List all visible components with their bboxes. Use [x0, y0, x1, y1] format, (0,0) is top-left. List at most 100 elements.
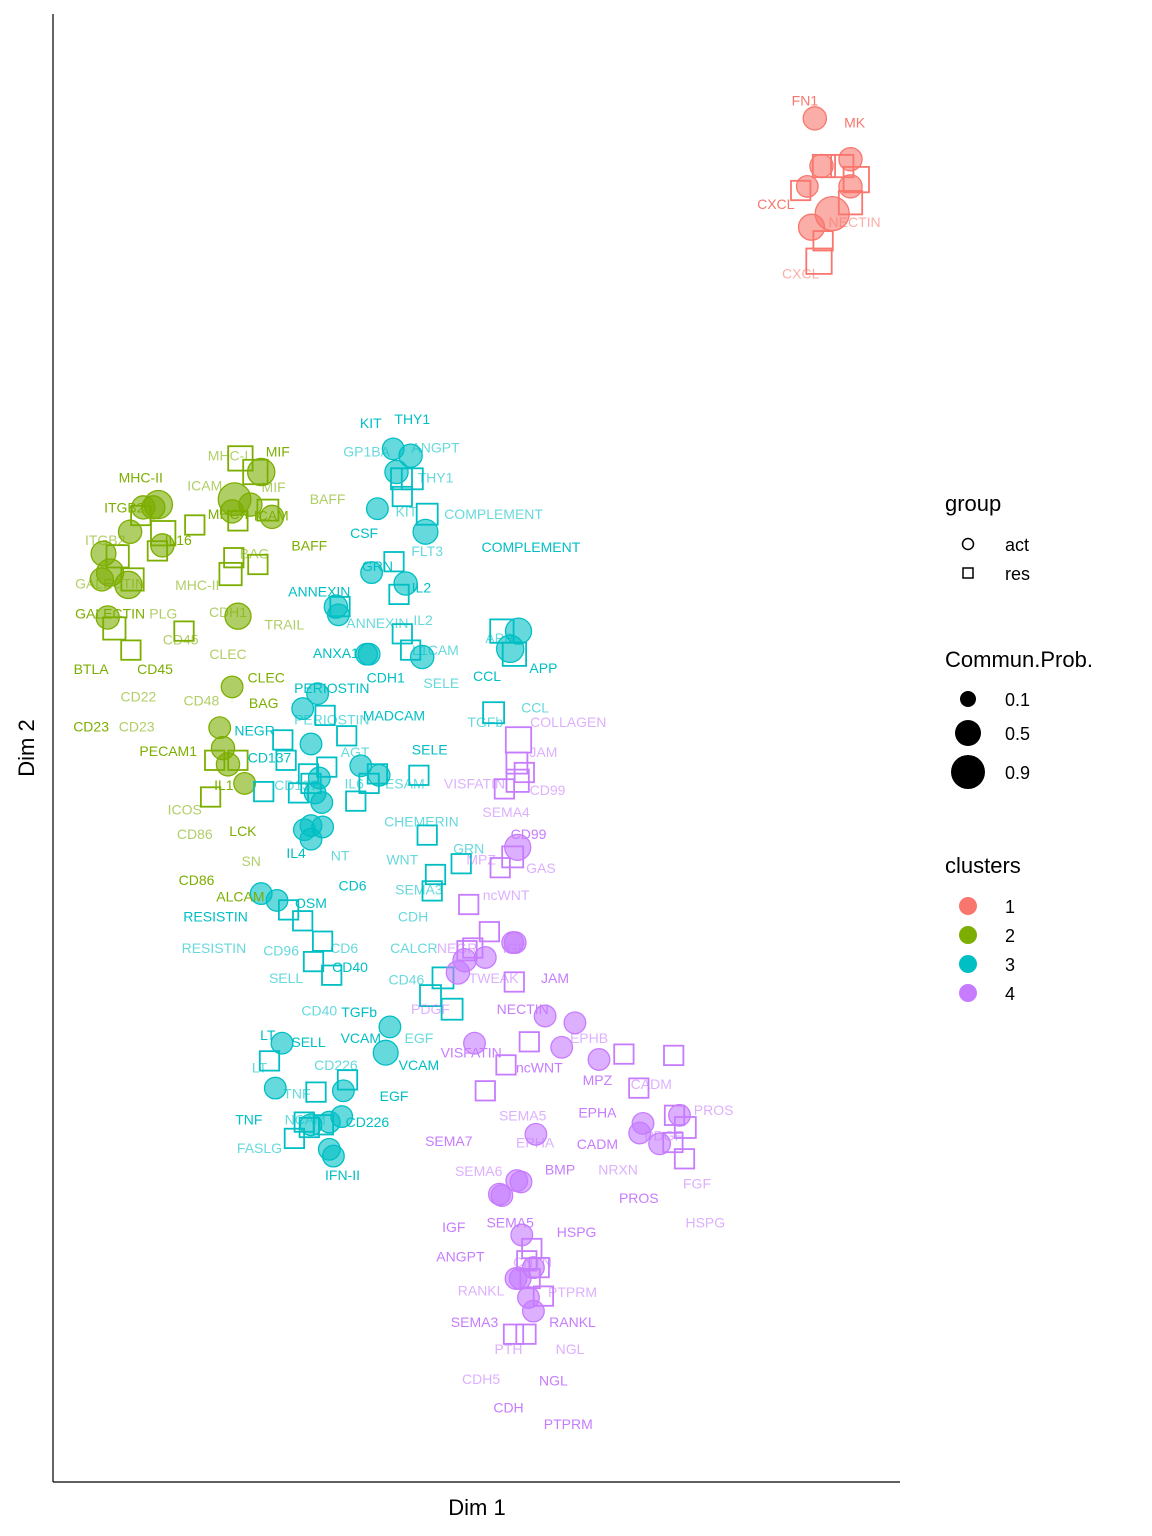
point-label: GP1BA: [343, 444, 390, 460]
point-label: MK: [844, 115, 866, 131]
scatter-point-cluster-1-act: [797, 213, 826, 241]
legend-cluster-1-label: 1: [1005, 897, 1015, 917]
legend-res-label: res: [1005, 564, 1030, 584]
point-label: SEMA4: [482, 804, 530, 820]
scatter-point-cluster-3-act: [409, 644, 435, 670]
point-label: CNTN: [513, 1254, 552, 1270]
point-label: ITGB2: [85, 532, 126, 548]
point-label: EGF: [380, 1088, 409, 1104]
point-label: IL6: [344, 775, 364, 791]
point-label: VCAM: [399, 1057, 439, 1073]
scatter-point-cluster-4-act: [509, 1170, 533, 1194]
point-label: CLEC: [248, 669, 285, 685]
scatter-point-cluster-4-act: [445, 960, 471, 985]
scatter-point-cluster-4-res: [504, 726, 533, 754]
scatter-point-cluster-3-res: [311, 930, 334, 952]
scatter-point-cluster-1-act: [838, 146, 863, 172]
point-label: PTPRM: [544, 1416, 593, 1432]
scatter-point-cluster-4-res: [518, 1031, 540, 1053]
y-axis-title: Dim 2: [14, 719, 39, 776]
point-label: FN1: [792, 93, 819, 109]
scatter-point-cluster-4-res: [489, 857, 511, 879]
point-label: ANGPT: [411, 440, 460, 456]
point-label: TGFb: [467, 714, 503, 730]
point-label: BTLA: [74, 661, 110, 677]
legend-act-label: act: [1005, 535, 1029, 555]
point-label: CD40: [332, 959, 368, 975]
point-label: BAG: [240, 546, 270, 562]
point-label: VCAM: [341, 1030, 381, 1046]
scatter-point-cluster-4-act: [533, 1004, 557, 1028]
point-label: CD99: [511, 826, 547, 842]
scatter-point-cluster-3-act: [398, 443, 423, 468]
scatter-point-cluster-3-res: [416, 824, 438, 846]
point-label: CD137: [248, 750, 292, 766]
scatter-point-cluster-3-res: [287, 782, 310, 804]
point-label: MHC-II: [119, 469, 163, 485]
point-label: PROS: [694, 1102, 734, 1118]
scatter-point-cluster-3-res: [283, 1127, 306, 1149]
scatter-point-cluster-2-act: [224, 602, 252, 630]
scatter-point-cluster-3-act: [372, 1039, 399, 1066]
point-label: CHEMERIN: [384, 814, 459, 830]
point-label: FASLG: [237, 1140, 282, 1156]
point-label: L1CAM: [412, 642, 459, 658]
point-label: SELE: [423, 675, 459, 691]
scatter-point-cluster-3-act: [270, 1031, 294, 1055]
scatter-point-cluster-1-res: [790, 179, 812, 202]
scatter-point-cluster-3-res: [316, 756, 338, 778]
point-label: NEGR: [437, 940, 477, 956]
scatter-point-cluster-3-act: [306, 682, 330, 706]
scatter-point-cluster-3-res: [391, 485, 413, 508]
scatter-point-cluster-3-act: [321, 1144, 345, 1168]
scatter-point-cluster-2-res: [199, 786, 222, 808]
scatter-point-cluster-4-act: [628, 1121, 652, 1145]
scatter-point-cluster-2-res: [105, 544, 130, 569]
point-label: GALECTIN: [75, 605, 145, 621]
point-label: NCAM: [285, 1111, 326, 1127]
scatter-point-cluster-3-act: [263, 1076, 287, 1100]
scatter-point-cluster-4-res: [503, 971, 525, 993]
scatter-point-cluster-3-act: [331, 1079, 355, 1103]
point-label: CD48: [184, 693, 220, 709]
point-label: SEMA7: [425, 1133, 473, 1149]
point-label: TRAIL: [265, 616, 305, 632]
legend: group act res Commun.Prob. 0.1 0.5 0.9 c…: [945, 491, 1093, 1004]
point-label: VISFATIN: [444, 775, 505, 791]
point-label: CXCL: [782, 265, 820, 281]
legend-size-symbol-0.9: [951, 755, 985, 789]
point-label: SN: [241, 853, 260, 869]
point-label: ANNEXIN: [288, 584, 350, 600]
point-label: KIT: [360, 415, 382, 431]
point-label: TWEAK: [469, 970, 519, 986]
legend-clusters-title: clusters: [945, 853, 1021, 878]
point-label: CD96: [263, 943, 299, 959]
scatter-point-cluster-3-res: [415, 502, 439, 526]
scatter-point-cluster-3-res: [321, 964, 343, 986]
scatter-point-cluster-3-res: [383, 551, 405, 573]
point-label: CXCL: [757, 196, 795, 212]
scatter-point-cluster-1-res: [812, 230, 834, 252]
scatter-point-cluster-2-res: [218, 562, 243, 587]
scatter-point-cluster-2-res: [102, 616, 127, 641]
scatter-point-cluster-4-res: [519, 1267, 541, 1290]
scatter-point-cluster-3-act: [360, 561, 384, 585]
point-label: RANKL: [549, 1314, 596, 1330]
scatter-point-cluster-4-res: [673, 1116, 697, 1139]
scatter-point-cluster-2-act: [220, 675, 244, 699]
scatter-point-cluster-2-res: [223, 547, 245, 569]
scatter-point-cluster-2-act: [141, 495, 166, 520]
legend-size-label-0.9: 0.9: [1005, 763, 1030, 783]
scatter-point-cluster-3-act: [384, 459, 409, 485]
scatter-point-cluster-4-res: [462, 937, 484, 959]
point-label: GAS: [526, 860, 556, 876]
point-label: CD23: [73, 718, 109, 734]
scatter-point-cluster-3-res: [312, 1114, 335, 1136]
point-label: CD137: [274, 777, 318, 793]
point-label: CD86: [177, 826, 213, 842]
point-label: IL2: [413, 612, 433, 628]
point-label: NECTIN: [497, 1001, 549, 1017]
point-label: THY1: [394, 411, 430, 427]
point-label: ANNEXIN: [346, 615, 408, 631]
point-label: RANKL: [458, 1283, 505, 1299]
